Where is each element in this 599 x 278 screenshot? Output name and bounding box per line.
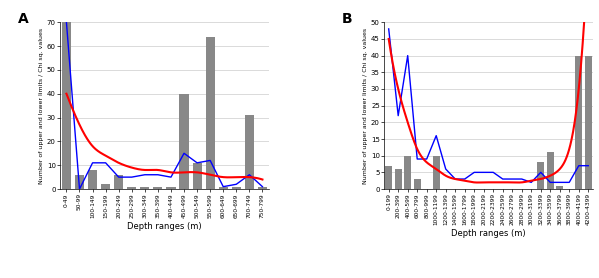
Bar — [404, 156, 411, 189]
Y-axis label: Number of upper and lower limits / Chi sq. values: Number of upper and lower limits / Chi s… — [363, 28, 368, 184]
Bar — [414, 179, 420, 189]
Bar — [88, 170, 97, 189]
Bar — [547, 152, 553, 189]
Bar — [127, 187, 137, 189]
Bar — [576, 56, 582, 189]
Bar — [192, 163, 202, 189]
Bar — [585, 56, 592, 189]
X-axis label: Depth ranges (m): Depth ranges (m) — [451, 230, 526, 239]
Bar — [537, 162, 544, 189]
Bar — [180, 94, 189, 189]
Bar — [153, 187, 162, 189]
X-axis label: Depth ranges (m): Depth ranges (m) — [127, 222, 202, 231]
Bar — [258, 187, 267, 189]
Bar — [395, 169, 401, 189]
Bar — [101, 184, 110, 189]
Bar — [114, 175, 123, 189]
Bar — [232, 187, 241, 189]
Bar — [62, 22, 71, 189]
Bar — [140, 187, 149, 189]
Text: A: A — [18, 12, 29, 26]
Bar — [433, 156, 440, 189]
Text: B: B — [342, 12, 353, 26]
Bar — [205, 36, 214, 189]
Bar — [75, 175, 84, 189]
Bar — [167, 187, 176, 189]
Y-axis label: Number of upper and lower limits / Chi sq. values: Number of upper and lower limits / Chi s… — [39, 28, 44, 184]
Bar — [556, 186, 563, 189]
Bar — [219, 187, 228, 189]
Bar — [385, 166, 392, 189]
Bar — [245, 115, 254, 189]
